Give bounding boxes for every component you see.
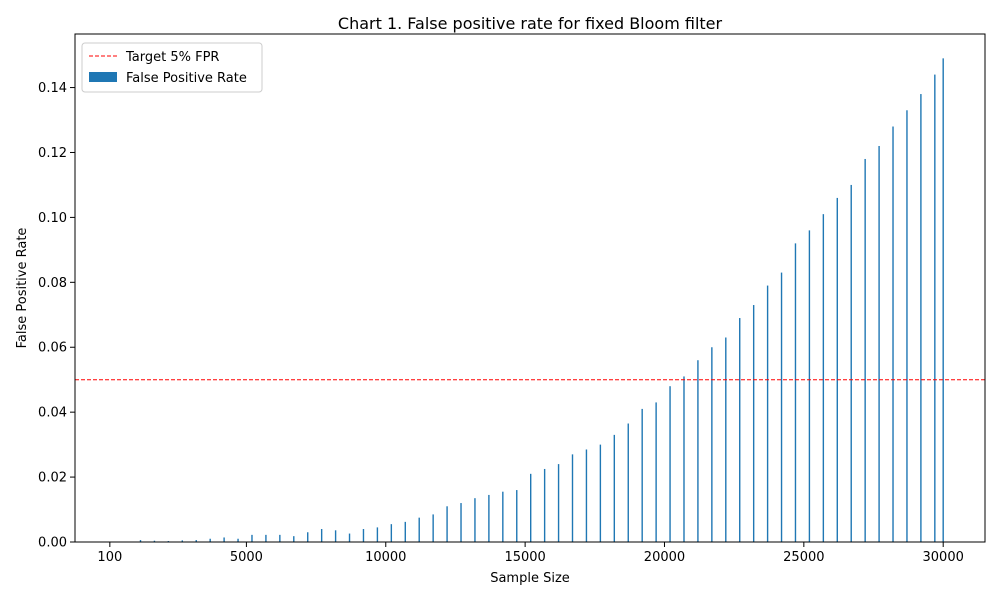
bar-51 xyxy=(850,184,852,542)
bar-32 xyxy=(585,449,588,542)
y-tick-label: 0.14 xyxy=(38,81,67,96)
bar-25 xyxy=(488,494,490,542)
bar-5 xyxy=(209,538,211,542)
bar-53 xyxy=(878,145,880,543)
plot-frame xyxy=(74,33,986,543)
bar-15 xyxy=(348,533,351,542)
bar-50 xyxy=(836,197,838,543)
y-tick-label: 0.10 xyxy=(38,211,67,226)
bar-48 xyxy=(808,230,811,542)
y-tick-label: 0.00 xyxy=(38,536,67,551)
y-tick-label: 0.04 xyxy=(38,406,67,421)
bar-44 xyxy=(752,305,755,542)
bar-23 xyxy=(460,503,462,542)
bar-10 xyxy=(279,534,281,542)
bar-7 xyxy=(237,538,239,542)
y-tick-label: 0.02 xyxy=(38,471,67,486)
bar-1 xyxy=(153,540,156,542)
legend-box xyxy=(81,42,263,93)
bar-49 xyxy=(822,214,825,542)
bar-33 xyxy=(599,444,602,542)
bar-24 xyxy=(474,498,476,542)
x-tick-label: 30000 xyxy=(923,550,964,565)
bar-54 xyxy=(892,126,894,542)
y-axis-title: False Positive Rate xyxy=(15,228,30,349)
bar-36 xyxy=(641,408,643,542)
bar-20 xyxy=(418,517,420,542)
bar-57 xyxy=(934,74,936,542)
bar-21 xyxy=(432,514,434,542)
bar-4 xyxy=(195,540,197,542)
bar-37 xyxy=(655,402,657,542)
bar-14 xyxy=(334,530,337,542)
bar-42 xyxy=(725,337,727,542)
x-tick-label: 5000 xyxy=(230,550,263,565)
x-tick-label: 20000 xyxy=(644,550,685,565)
bar-3 xyxy=(181,540,183,542)
bar-46 xyxy=(780,272,783,542)
chart-title: Chart 1. False positive rate for fixed B… xyxy=(338,14,723,33)
bar-56 xyxy=(920,94,922,543)
y-tick-label: 0.08 xyxy=(38,276,67,291)
bar-8 xyxy=(251,534,253,542)
bar-6 xyxy=(223,537,225,542)
bar-45 xyxy=(766,285,769,542)
bar-13 xyxy=(320,529,323,542)
y-tick-label: 0.12 xyxy=(38,146,67,161)
x-axis-title: Sample Size xyxy=(490,571,570,586)
x-tick-label: 10000 xyxy=(365,550,406,565)
bar-16 xyxy=(362,529,365,542)
legend: Target 5% FPR False Positive Rate xyxy=(81,42,263,93)
y-tick-label: 0.06 xyxy=(38,341,67,356)
x-tick-label: 25000 xyxy=(783,550,824,565)
bar-28 xyxy=(530,473,532,542)
bar-35 xyxy=(627,423,629,542)
bar-11 xyxy=(293,536,295,542)
bar-27 xyxy=(516,490,518,542)
bar-series xyxy=(139,58,944,543)
bar-58 xyxy=(942,58,944,542)
bar-52 xyxy=(864,158,866,542)
bar-22 xyxy=(446,506,448,542)
bar-40 xyxy=(697,360,699,542)
bar-47 xyxy=(794,243,797,542)
y-axis: 0.00 0.02 0.04 0.06 0.08 0.10 0.12 0.14 xyxy=(38,81,75,551)
x-tick-label: 15000 xyxy=(504,550,545,565)
x-axis: 100 5000 10000 15000 20000 25000 30000 xyxy=(97,542,964,565)
bar-26 xyxy=(502,491,504,542)
bar-38 xyxy=(669,386,671,542)
bar-31 xyxy=(571,454,574,542)
bar-18 xyxy=(390,524,393,542)
bar-55 xyxy=(906,110,908,542)
bar-34 xyxy=(613,434,616,542)
bar-0 xyxy=(139,540,142,542)
bar-43 xyxy=(739,318,741,542)
bar-41 xyxy=(711,347,713,542)
bar-17 xyxy=(376,527,379,542)
bar-9 xyxy=(265,534,267,542)
legend-bar-swatch xyxy=(89,72,117,82)
bar-12 xyxy=(307,532,309,542)
legend-label-target: Target 5% FPR xyxy=(125,50,219,65)
bar-29 xyxy=(543,468,546,542)
legend-label-fpr: False Positive Rate xyxy=(126,71,247,86)
bar-39 xyxy=(683,376,685,542)
bar-30 xyxy=(557,464,560,542)
x-tick-label: 100 xyxy=(97,550,122,565)
bar-19 xyxy=(404,521,406,542)
